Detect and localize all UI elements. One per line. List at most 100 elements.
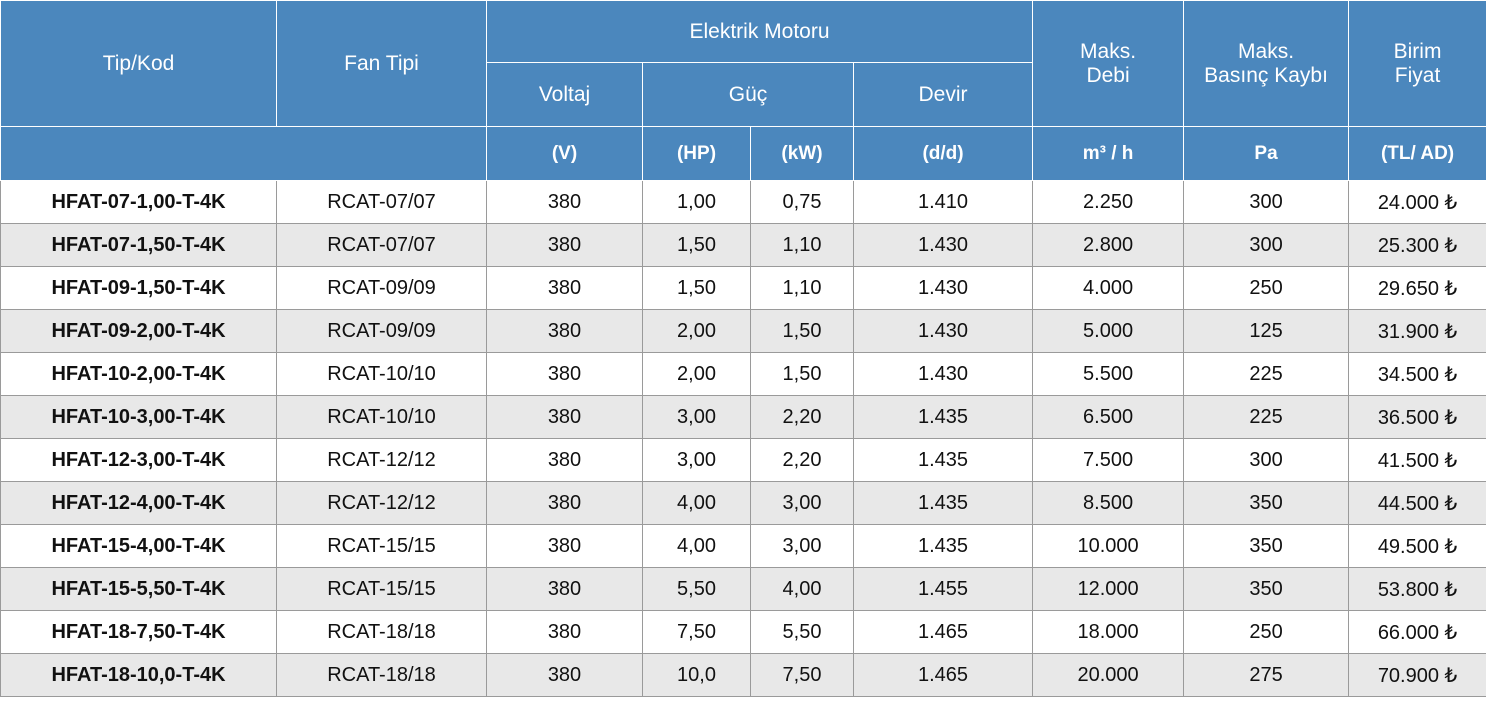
unit-cell: Pa bbox=[1183, 126, 1350, 181]
table-cell: 12.000 bbox=[1032, 567, 1185, 611]
table-cell: 6.500 bbox=[1032, 395, 1185, 439]
table-cell: HFAT-15-4,00-T-4K bbox=[0, 524, 277, 568]
table-cell: 225 bbox=[1183, 395, 1350, 439]
table-cell: 275 bbox=[1183, 653, 1350, 697]
table-cell: 1.455 bbox=[852, 567, 1034, 611]
table-cell: 380 bbox=[486, 610, 643, 654]
table-cell: RCAT-10/10 bbox=[276, 352, 487, 396]
table-cell: 380 bbox=[486, 309, 643, 353]
table-cell: 1,50 bbox=[642, 266, 751, 310]
table-cell: 350 bbox=[1183, 524, 1350, 568]
table-cell: HFAT-09-1,50-T-4K bbox=[0, 266, 277, 310]
table-row: HFAT-10-2,00-T-4K RCAT-10/10 380 2,00 1,50 1.… bbox=[0, 352, 1486, 396]
table-cell: 300 bbox=[1183, 180, 1350, 224]
table-cell: RCAT-15/15 bbox=[276, 524, 487, 568]
table-cell: HFAT-18-10,0-T-4K bbox=[0, 653, 277, 697]
table-cell: 34.500 ₺ bbox=[1348, 352, 1486, 396]
unit-cell: (TL/ AD) bbox=[1348, 126, 1486, 181]
table-cell: RCAT-07/07 bbox=[276, 223, 487, 267]
table-cell: 1,00 bbox=[642, 180, 751, 224]
table-cell: HFAT-12-4,00-T-4K bbox=[0, 481, 277, 525]
table-cell: 4.000 bbox=[1032, 266, 1185, 310]
table-cell: 25.300 ₺ bbox=[1348, 223, 1486, 267]
table-cell: 1,50 bbox=[750, 352, 854, 396]
table-cell: 4,00 bbox=[642, 524, 751, 568]
table-cell: RCAT-18/18 bbox=[276, 610, 487, 654]
table-cell: 1,50 bbox=[750, 309, 854, 353]
table-cell: RCAT-09/09 bbox=[276, 266, 487, 310]
table-cell: 2.250 bbox=[1032, 180, 1185, 224]
table-cell: 4,00 bbox=[642, 481, 751, 525]
header-cell: Fan Tipi bbox=[276, 0, 487, 127]
table-body: HFAT-07-1,00-T-4K RCAT-07/07 380 1,00 0,75 1.… bbox=[0, 180, 1486, 697]
table-row: HFAT-18-7,50-T-4K RCAT-18/18 380 7,50 5,50 1.… bbox=[0, 610, 1486, 654]
header-cell: Tip/Kod bbox=[0, 0, 277, 127]
table-cell: 29.650 ₺ bbox=[1348, 266, 1486, 310]
table-cell: 49.500 ₺ bbox=[1348, 524, 1486, 568]
table-cell: 1,10 bbox=[750, 223, 854, 267]
table-cell: 380 bbox=[486, 653, 643, 697]
table-cell: HFAT-07-1,00-T-4K bbox=[0, 180, 277, 224]
table-row: HFAT-15-4,00-T-4K RCAT-15/15 380 4,00 3,00 1.… bbox=[0, 524, 1486, 568]
header-cell: Maks. Basınç Kaybı bbox=[1183, 0, 1350, 127]
table-cell: 66.000 ₺ bbox=[1348, 610, 1486, 654]
unit-cell: (V) bbox=[486, 126, 643, 181]
table-cell: 380 bbox=[486, 567, 643, 611]
table-cell: RCAT-15/15 bbox=[276, 567, 487, 611]
table-cell: 1.435 bbox=[852, 524, 1034, 568]
header-cell: Birim Fiyat bbox=[1348, 0, 1486, 127]
table-cell: 1.435 bbox=[852, 481, 1034, 525]
table-cell: 7,50 bbox=[642, 610, 751, 654]
table-cell: RCAT-12/12 bbox=[276, 438, 487, 482]
table-cell: 1.410 bbox=[852, 180, 1034, 224]
header-cell: Voltaj bbox=[486, 62, 643, 127]
table-cell: 44.500 ₺ bbox=[1348, 481, 1486, 525]
unit-cell: (kW) bbox=[750, 126, 854, 181]
header-cell: Maks. Debi bbox=[1032, 0, 1185, 127]
table-cell: 0,75 bbox=[750, 180, 854, 224]
table-cell: 250 bbox=[1183, 266, 1350, 310]
table-cell: HFAT-15-5,50-T-4K bbox=[0, 567, 277, 611]
table-cell: 2,20 bbox=[750, 395, 854, 439]
table-cell: 4,00 bbox=[750, 567, 854, 611]
table-cell: 3,00 bbox=[642, 395, 751, 439]
table-cell: HFAT-07-1,50-T-4K bbox=[0, 223, 277, 267]
table-cell: 7.500 bbox=[1032, 438, 1185, 482]
table-cell: 1,10 bbox=[750, 266, 854, 310]
table-cell: 1.465 bbox=[852, 610, 1034, 654]
table-cell: 380 bbox=[486, 481, 643, 525]
table-cell: RCAT-10/10 bbox=[276, 395, 487, 439]
table-cell: 8.500 bbox=[1032, 481, 1185, 525]
table-cell: HFAT-10-2,00-T-4K bbox=[0, 352, 277, 396]
table-cell: 1.430 bbox=[852, 309, 1034, 353]
table-cell: 1.430 bbox=[852, 223, 1034, 267]
table-row: HFAT-15-5,50-T-4K RCAT-15/15 380 5,50 4,00 1.… bbox=[0, 567, 1486, 611]
table-cell: 1.465 bbox=[852, 653, 1034, 697]
table-cell: 380 bbox=[486, 395, 643, 439]
table-cell: 70.900 ₺ bbox=[1348, 653, 1486, 697]
table-cell: 1.430 bbox=[852, 352, 1034, 396]
table-cell: HFAT-12-3,00-T-4K bbox=[0, 438, 277, 482]
table-cell: 2,00 bbox=[642, 352, 751, 396]
unit-cell: m³ / h bbox=[1032, 126, 1185, 181]
table-cell: 1,50 bbox=[642, 223, 751, 267]
table-cell: RCAT-09/09 bbox=[276, 309, 487, 353]
table-cell: 380 bbox=[486, 223, 643, 267]
table-cell: 350 bbox=[1183, 567, 1350, 611]
table-cell: 20.000 bbox=[1032, 653, 1185, 697]
table-cell: 380 bbox=[486, 438, 643, 482]
table-cell: 1.435 bbox=[852, 438, 1034, 482]
table-cell: RCAT-12/12 bbox=[276, 481, 487, 525]
header-cell: Devir bbox=[852, 62, 1034, 127]
table-cell: 300 bbox=[1183, 223, 1350, 267]
table-cell: 53.800 ₺ bbox=[1348, 567, 1486, 611]
header-cell: Güç bbox=[642, 62, 854, 127]
table-cell: 250 bbox=[1183, 610, 1350, 654]
table-row: HFAT-10-3,00-T-4K RCAT-10/10 380 3,00 2,20 1.… bbox=[0, 395, 1486, 439]
table-cell: 5,50 bbox=[642, 567, 751, 611]
table-cell: 31.900 ₺ bbox=[1348, 309, 1486, 353]
table-row: HFAT-07-1,50-T-4K RCAT-07/07 380 1,50 1,10 1.… bbox=[0, 223, 1486, 267]
table-row: HFAT-09-1,50-T-4K RCAT-09/09 380 1,50 1,10 1.… bbox=[0, 266, 1486, 310]
table-cell: 18.000 bbox=[1032, 610, 1185, 654]
